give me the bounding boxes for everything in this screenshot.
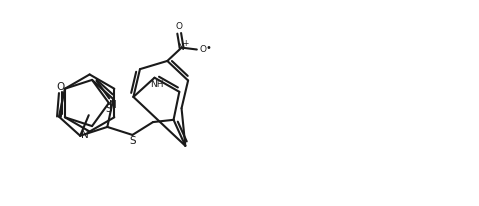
Text: •: • (205, 43, 211, 53)
Text: NH: NH (150, 80, 164, 89)
Text: O: O (199, 45, 206, 54)
Text: O: O (176, 22, 182, 31)
Text: N: N (80, 130, 88, 140)
Text: S: S (129, 136, 136, 146)
Text: N: N (109, 100, 117, 110)
Text: +: + (182, 39, 189, 48)
Text: S: S (105, 104, 112, 114)
Text: N: N (177, 43, 184, 52)
Text: O: O (57, 82, 65, 92)
